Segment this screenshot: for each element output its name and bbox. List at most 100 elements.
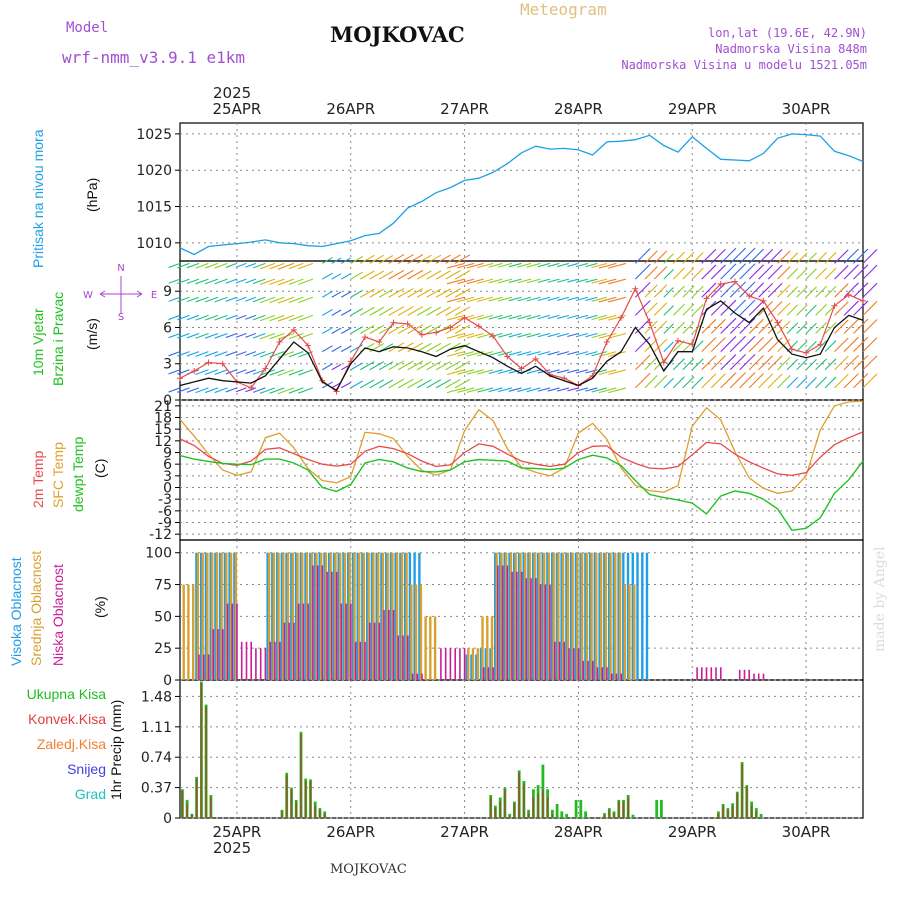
- wind-vector: [454, 288, 471, 298]
- wind-vector: [445, 270, 461, 280]
- cloud-mid-bar: [196, 552, 200, 680]
- cloud-high-bar: [574, 552, 578, 680]
- cloud-high-bar: [645, 552, 649, 680]
- cloud-low-bar: [753, 673, 755, 680]
- wind-vector: [177, 278, 190, 285]
- wind-vector: [168, 351, 181, 357]
- cloud-unit: (%): [92, 596, 108, 618]
- cloud-mid-bar: [353, 552, 356, 680]
- cloud-low-bar: [615, 673, 618, 680]
- cloud-high-bar: [361, 552, 364, 680]
- temp-unit: (C): [92, 458, 108, 478]
- wind-vector: [739, 335, 756, 353]
- model-label: Model: [66, 20, 109, 36]
- wind-vector: [575, 387, 589, 392]
- cloud-title-1: Visoka Oblacnost: [8, 557, 24, 666]
- wind-vector: [526, 332, 541, 338]
- wind-vector: [644, 266, 658, 280]
- wind-vector: [777, 320, 791, 334]
- wind-vector: [634, 318, 651, 334]
- wind-vector: [388, 360, 405, 371]
- wind-vector: [672, 358, 685, 371]
- cloud-low-bar: [198, 654, 200, 680]
- cloud-low-bar: [738, 669, 741, 680]
- top-day-label: 27APR: [440, 100, 489, 118]
- precip-conv-bar: [508, 815, 511, 818]
- wind-vector: [252, 262, 266, 269]
- wind-vector: [378, 361, 394, 371]
- wind-vector: [488, 387, 503, 393]
- wind-gust-marker: [248, 384, 255, 391]
- wind-vector: [575, 369, 589, 374]
- wind-vector: [547, 387, 560, 392]
- wind-vector: [777, 356, 791, 371]
- wind-vector: [824, 340, 837, 353]
- precip-unit: 1hr Precip (mm): [108, 699, 124, 800]
- compass-w: W: [83, 290, 93, 301]
- cloud-low-bar: [278, 641, 281, 680]
- wind-vector: [378, 307, 394, 316]
- cloud-low-bar: [701, 667, 703, 680]
- wind-vector: [350, 289, 364, 298]
- wind-vector: [177, 369, 190, 375]
- wind-vector: [252, 278, 266, 285]
- cloud-low-bar: [444, 648, 447, 680]
- temp-title-2: SFC Temp: [50, 442, 66, 508]
- wind-vector: [834, 301, 849, 316]
- wind-vector: [322, 308, 333, 316]
- cloud-high-bar: [403, 552, 407, 680]
- cloud-low-bar: [440, 648, 442, 680]
- wind-vector: [758, 282, 774, 298]
- cloud-mid-bar: [215, 552, 219, 680]
- wind-vector: [805, 322, 817, 334]
- wind-vector: [259, 314, 276, 322]
- wind-gust-marker: [731, 278, 738, 285]
- wind-vector: [245, 262, 257, 268]
- wind-vector: [350, 362, 364, 371]
- wind-vector: [298, 262, 313, 270]
- wind-vector: [720, 336, 737, 353]
- wind-vector: [350, 307, 364, 316]
- wind-vector: [537, 314, 551, 320]
- wind-vector: [608, 387, 626, 394]
- precip-total-bar: [560, 811, 564, 818]
- wind-vector: [598, 369, 617, 376]
- cloud-low-bar: [544, 584, 547, 680]
- cloud-low-bar: [563, 641, 565, 680]
- wind-vector: [259, 387, 276, 394]
- cloud-high-bar: [593, 552, 596, 680]
- cloud-high-bar: [375, 552, 378, 680]
- wind-vector: [416, 306, 432, 316]
- wind-vector: [446, 314, 465, 321]
- wind-vector: [796, 252, 808, 264]
- cloud-high-bar: [536, 552, 540, 680]
- wind-vector: [682, 376, 695, 389]
- cloud-low-bar: [710, 667, 713, 680]
- wind-vector: [777, 266, 791, 280]
- precip-conv-bar: [736, 793, 739, 818]
- wind-vector: [786, 304, 799, 316]
- wind-vector: [331, 273, 342, 280]
- wind-vector: [517, 314, 532, 320]
- wind-vector: [225, 387, 238, 393]
- wind-vector: [331, 327, 342, 334]
- wind-vector: [214, 314, 228, 321]
- wind-vector: [739, 354, 756, 371]
- wind-vector: [177, 314, 190, 321]
- wind-vector: [252, 387, 266, 393]
- cloud-high-bar: [275, 552, 279, 680]
- meteogram-title: Meteogram: [520, 0, 607, 19]
- wind-vector: [567, 351, 579, 356]
- wind-vector: [435, 342, 451, 353]
- wind-gust-marker: [447, 324, 454, 331]
- wind-vector: [853, 282, 869, 298]
- wind-vector: [557, 314, 570, 320]
- wind-vector: [195, 262, 209, 269]
- wind-vector: [225, 278, 238, 284]
- cloud-low-bar: [506, 565, 509, 680]
- cloud-mid-bar: [410, 584, 413, 680]
- wind-vector: [653, 302, 668, 316]
- cloud-high-bar: [470, 654, 473, 680]
- bottom-day-label: 26APR: [326, 823, 375, 841]
- wind-vector: [517, 387, 532, 393]
